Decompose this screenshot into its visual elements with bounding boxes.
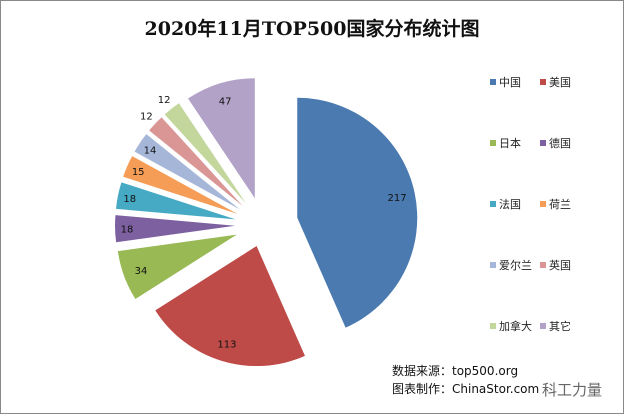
legend-item: 加拿大 [490, 318, 532, 334]
legend-swatch [540, 79, 546, 85]
legend-label: 美国 [549, 76, 571, 89]
data-label: 217 [388, 193, 407, 204]
data-label: 113 [217, 340, 236, 351]
legend-label: 中国 [499, 76, 521, 89]
legend-label: 其它 [549, 320, 571, 333]
legend-swatch [540, 140, 546, 146]
data-label: 12 [140, 111, 153, 122]
legend-item: 法国 [490, 196, 521, 212]
pie-slice-8 [164, 103, 246, 203]
legend-item: 日本 [490, 135, 521, 151]
legend-item: 爱尔兰 [490, 257, 532, 273]
pie-slice-3 [115, 215, 236, 243]
source-credit: 数据来源：top500.org [392, 364, 519, 378]
legend-swatch [540, 201, 546, 207]
pie-slice-1 [155, 246, 305, 367]
legend-label: 爱尔兰 [499, 259, 532, 272]
data-label: 18 [121, 224, 134, 235]
legend-label: 英国 [549, 259, 571, 272]
legend-label: 法国 [499, 198, 521, 211]
pie-slice-9 [188, 78, 255, 199]
pie-slice-4 [116, 182, 236, 220]
legend-label: 荷兰 [549, 198, 571, 211]
legend-swatch [540, 323, 546, 329]
data-label: 47 [219, 97, 232, 108]
pie-slice-6 [134, 134, 240, 210]
legend-swatch [490, 323, 496, 329]
legend-item: 荷兰 [540, 196, 571, 212]
legend-item: 英国 [540, 257, 571, 273]
watermark: 科工力量 [542, 381, 603, 399]
legend-swatch [490, 262, 496, 268]
pie-slice-2 [117, 234, 237, 299]
data-label: 15 [132, 167, 145, 178]
legend-item: 德国 [540, 135, 571, 151]
data-label: 12 [158, 95, 171, 106]
legend-label: 德国 [549, 137, 571, 150]
data-label: 14 [144, 145, 157, 156]
legend-item: 其它 [540, 318, 571, 334]
data-label: 34 [135, 266, 148, 277]
maker-credit: 图表制作：ChinaStor.com [392, 382, 540, 396]
legend-item: 中国 [490, 74, 521, 90]
legend-label: 日本 [499, 137, 521, 150]
legend-item: 美国 [540, 74, 571, 90]
chart-title: 2020年11月TOP500国家分布统计图 [144, 18, 480, 40]
legend-swatch [540, 262, 546, 268]
data-label: 18 [123, 194, 136, 205]
pie-slice-7 [149, 117, 243, 206]
pie-slice-5 [123, 156, 238, 214]
legend-label: 加拿大 [499, 320, 532, 333]
legend-swatch [490, 140, 496, 146]
legend-swatch [490, 79, 496, 85]
legend-swatch [490, 201, 496, 207]
pie-slice-0 [297, 97, 418, 328]
